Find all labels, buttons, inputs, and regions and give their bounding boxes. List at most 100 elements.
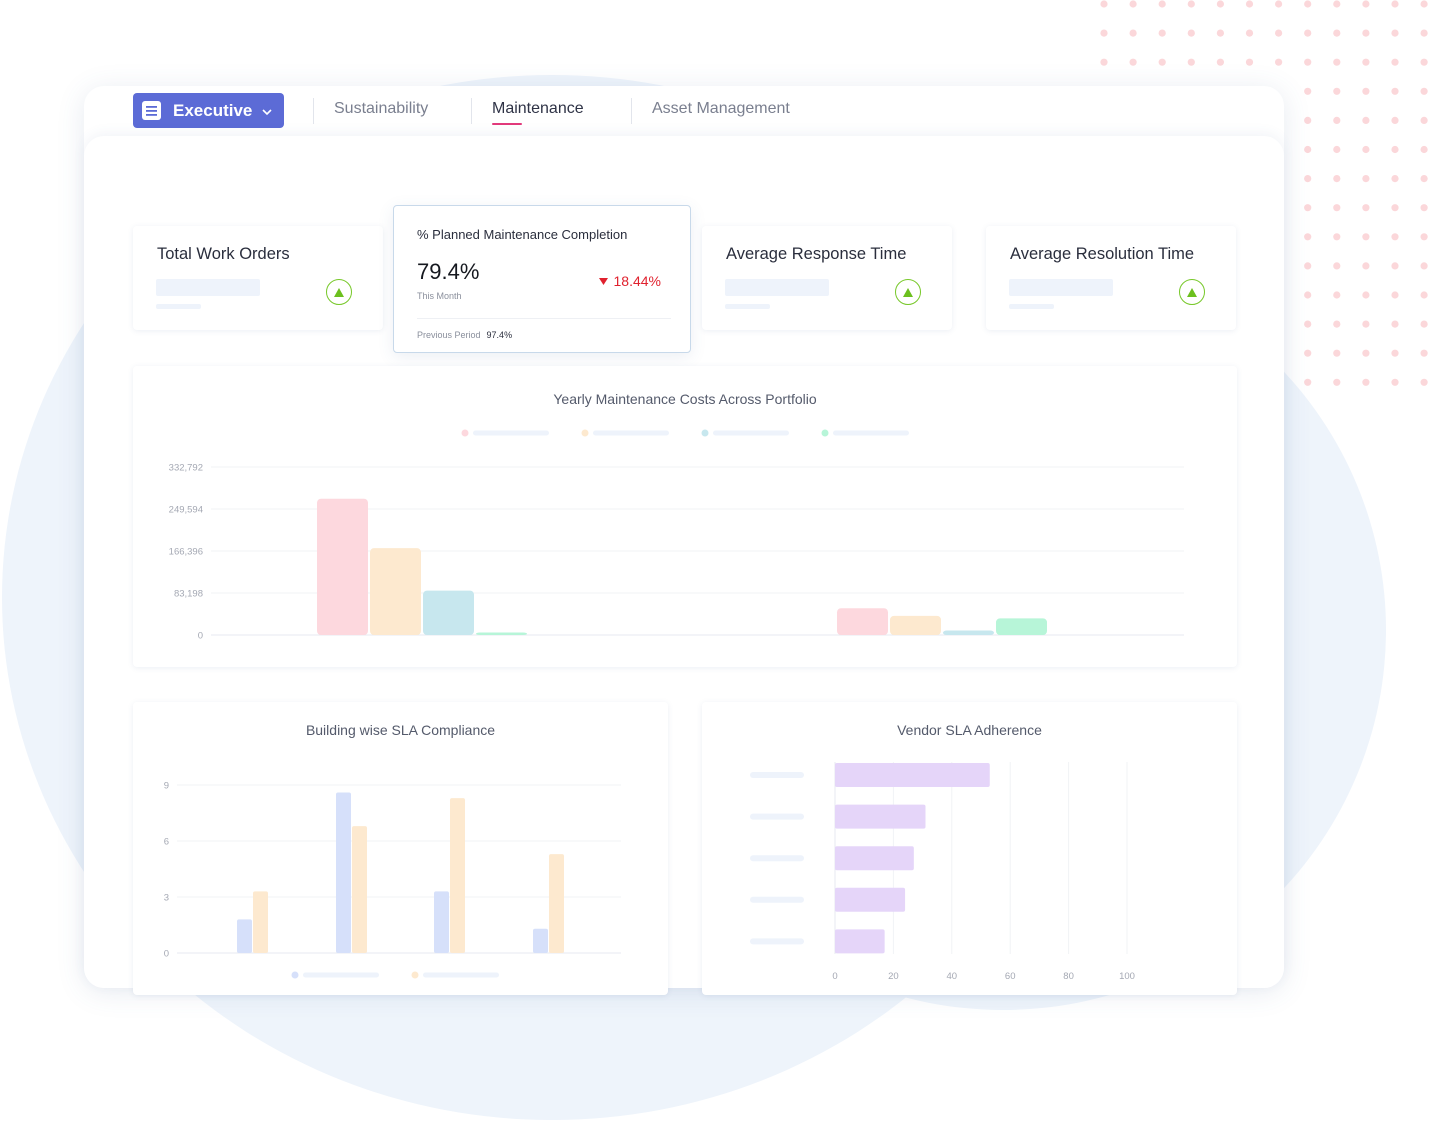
decor-dot xyxy=(1362,145,1370,154)
bar xyxy=(317,498,368,635)
bar xyxy=(370,548,421,635)
decor-dot xyxy=(1362,262,1370,270)
chevron-down-icon xyxy=(262,103,272,121)
decor-dot xyxy=(1362,349,1370,357)
decor-dot xyxy=(1391,320,1399,328)
x-tick-label: 100 xyxy=(1119,971,1135,982)
trend-up-icon xyxy=(326,279,352,305)
bar xyxy=(253,891,268,953)
building-sla-chart: 0 3 6 9 xyxy=(164,781,621,979)
decor-dot xyxy=(1420,29,1428,37)
decor-dot xyxy=(1391,349,1399,357)
list-icon xyxy=(142,101,161,120)
tab-divider xyxy=(313,98,314,124)
x-tick-label: 0 xyxy=(832,971,837,982)
decor-dot xyxy=(1129,29,1137,37)
decor-dot xyxy=(1362,58,1370,66)
decor-dot xyxy=(1304,320,1312,328)
y-tick-label: 83,198 xyxy=(174,589,203,600)
decor-dot xyxy=(1129,0,1137,8)
vendor-sla-chart: 0 20 40 60 80 100 xyxy=(750,762,1135,982)
decor-dot xyxy=(1362,175,1370,183)
tab-maintenance[interactable]: Maintenance xyxy=(492,100,584,117)
legend-label-placeholder xyxy=(303,972,379,978)
tab-divider xyxy=(631,98,632,124)
decor-dot xyxy=(1420,320,1428,328)
decor-dot xyxy=(1100,58,1108,66)
kpi-card-planned-maintenance[interactable]: % Planned Maintenance Completion 79.4% T… xyxy=(393,205,691,353)
decor-dot xyxy=(1420,145,1428,154)
decor-dot xyxy=(1333,233,1341,241)
decor-dot xyxy=(1420,204,1428,212)
legend-label-placeholder xyxy=(473,430,549,436)
legend-label-placeholder xyxy=(423,972,499,978)
decor-dot xyxy=(1420,349,1428,357)
yearly-costs-chart-card: Yearly Maintenance Costs Across Portfoli… xyxy=(133,366,1237,667)
y-tick-label: 9 xyxy=(164,781,169,792)
kpi-card-average-resolution-time[interactable]: Average Resolution Time xyxy=(986,226,1236,330)
decor-dot xyxy=(1275,29,1283,37)
kpi-card-total-work-orders[interactable]: Total Work Orders xyxy=(133,226,383,330)
bar xyxy=(423,590,474,635)
tab-asset-management[interactable]: Asset Management xyxy=(652,100,790,117)
decor-dot xyxy=(1391,87,1399,95)
decor-dot xyxy=(1187,58,1195,66)
dashboard-selector-label: Executive xyxy=(173,100,253,120)
kpi-value: 79.4% xyxy=(417,259,480,284)
decor-dot xyxy=(1333,87,1341,95)
kpi-title: Total Work Orders xyxy=(157,245,290,263)
decor-dot xyxy=(1362,0,1370,8)
caption-placeholder xyxy=(156,304,201,309)
kpi-card-average-response-time[interactable]: Average Response Time xyxy=(702,226,952,330)
previous-period-value: 97.4% xyxy=(486,330,513,340)
y-tick-label: 166,396 xyxy=(169,547,203,558)
bar xyxy=(835,929,885,954)
decor-dot xyxy=(1420,58,1428,66)
decor-dot xyxy=(1304,116,1312,124)
previous-period-label: Previous Period xyxy=(417,330,481,340)
caption-placeholder xyxy=(1009,304,1054,309)
decor-dot xyxy=(1216,0,1224,8)
value-placeholder xyxy=(1009,279,1113,296)
decor-dot xyxy=(1333,349,1341,357)
decor-dot xyxy=(1304,145,1312,154)
bar xyxy=(890,615,941,635)
x-tick-label: 40 xyxy=(947,971,958,982)
decor-dot xyxy=(1420,233,1428,241)
tab-sustainability[interactable]: Sustainability xyxy=(334,100,429,117)
decor-dot xyxy=(1391,0,1399,8)
bar xyxy=(549,854,564,953)
dashboard-content: Total Work Orders % Planned Maintenance … xyxy=(84,136,1284,995)
decor-dot xyxy=(1304,87,1312,95)
decor-dot xyxy=(1158,0,1166,8)
decor-dot xyxy=(1275,58,1283,66)
decor-dot xyxy=(1304,349,1312,357)
decor-dot xyxy=(1420,116,1428,124)
bar xyxy=(533,928,548,953)
chart-title: Yearly Maintenance Costs Across Portfoli… xyxy=(553,391,817,407)
bar xyxy=(336,792,351,953)
decor-dot xyxy=(1333,262,1341,270)
decor-dot xyxy=(1362,233,1370,241)
decor-dot xyxy=(1187,29,1195,37)
category-label-placeholder xyxy=(750,938,804,945)
decor-dot xyxy=(1333,175,1341,183)
decor-dot xyxy=(1304,291,1312,299)
decor-dot xyxy=(1245,0,1254,8)
decor-dot xyxy=(1245,29,1254,37)
y-tick-label: 332,792 xyxy=(169,463,203,474)
decor-dot xyxy=(1362,378,1370,386)
decor-dot xyxy=(1420,0,1428,8)
value-placeholder xyxy=(156,279,260,296)
legend-dot xyxy=(411,971,419,979)
decor-dot xyxy=(1333,204,1341,212)
legend-dot xyxy=(291,971,299,979)
kpi-title: % Planned Maintenance Completion xyxy=(417,227,628,242)
bar xyxy=(835,887,906,912)
dashboard-selector-button[interactable]: Executive xyxy=(133,93,284,128)
bar xyxy=(434,891,449,953)
legend-label-placeholder xyxy=(833,430,909,436)
trend-up-icon xyxy=(895,279,921,305)
decor-dot xyxy=(1158,29,1166,37)
y-tick-label: 0 xyxy=(164,949,169,960)
